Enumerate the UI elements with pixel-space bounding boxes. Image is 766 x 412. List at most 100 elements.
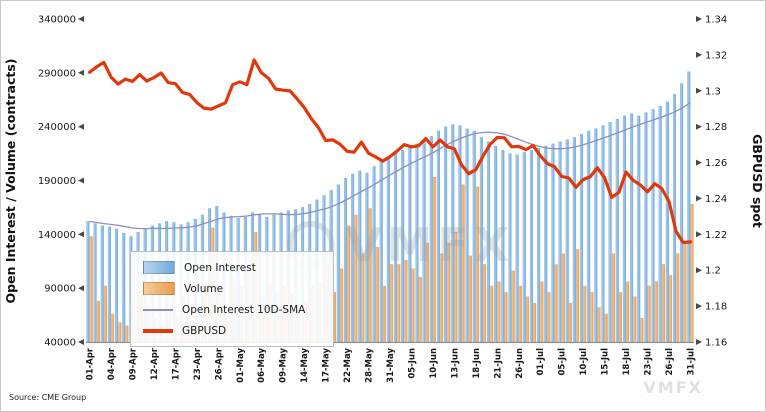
legend-item-label: Volume [184,282,224,295]
x-tick-label: 31-May [386,348,396,383]
volume-bar [89,236,93,343]
x-tick-label: 23-Apr [193,347,203,380]
open-interest-bar [651,109,655,343]
y-right-tick-marker-icon [696,303,702,310]
volume-bar [382,285,386,343]
x-tick-label: 06-May [257,348,267,383]
y-left-tick-label: 240000 [38,122,76,133]
legend: Open Interest Volume Open Interest 10D-SMA… [130,251,334,347]
y-left-tick-label: 140000 [38,230,76,241]
open-interest-bar [687,71,691,343]
open-interest-bar [594,128,598,343]
volume-bar [490,285,494,343]
volume-bar [397,264,401,343]
legend-item-label: Open Interest 10D-SMA [182,303,306,316]
open-interest-bar [630,113,634,343]
volume-bar [633,296,637,343]
open_interest-swatch-icon [143,261,175,274]
open-interest-bar [537,147,541,343]
x-tick-label: 22-May [343,348,353,383]
y-left-tick-label: 290000 [38,68,76,79]
volume-bar [504,292,508,343]
y-right-tick-marker-icon [696,87,702,94]
x-tick-label: 01-May [236,348,246,383]
source-note: Source: CME Group [9,393,86,402]
x-tick-label: 14-May [300,348,310,383]
y-left-tick-marker-icon [78,16,84,22]
x-tick-label: 26-Jul [665,348,675,376]
x-tick-label: 01-Apr [86,347,96,380]
y-left-tick-label: 40000 [44,338,76,349]
x-tick-label: 23-Jul [644,348,654,376]
y-right-tick-label: 1.32 [705,50,727,61]
y-left-tick-marker-icon [78,69,84,76]
volume-bar [640,318,644,343]
open-interest-bar [579,133,584,343]
sma_line-swatch-icon [143,308,173,311]
volume-bar [604,313,608,343]
legend-item: Open Interest [143,260,321,275]
x-tick-label: 09-May [279,348,289,383]
volume-bar [118,322,122,343]
x-tick-label: 26-Apr [214,347,224,380]
open-interest-bar [100,225,104,343]
volume-swatch-icon [143,282,175,295]
volume-bar [418,277,422,343]
gbpusd_line-swatch-icon [143,328,173,333]
x-tick-label: 17-May [322,348,332,383]
volume-bar [683,242,687,343]
open-interest-bar [122,233,126,343]
volume-bar [483,264,487,343]
open-interest-bar [572,137,576,343]
volume-bar [526,296,530,343]
y-left-tick-marker-icon [78,231,84,238]
volume-bar [669,275,673,343]
y-right-tick-label: 1.18 [705,302,727,313]
open-interest-bar [522,152,526,343]
legend-item: GBPUSD [143,323,321,338]
open-interest-bar [615,118,619,343]
volume-bar [690,203,694,343]
y-right-tick-marker-icon [696,267,702,274]
open-interest-bar [115,228,119,343]
volume-bar [590,292,594,343]
y-right-tick-label: 1.16 [705,338,727,349]
legend-item-label: GBPUSD [182,324,227,337]
x-tick-label: 01-Jul [536,348,546,376]
x-tick-label: 10-Jul [579,348,589,376]
y-right-tick-marker-icon [696,51,702,58]
legend-item: Volume [143,281,321,296]
volume-bar [111,313,115,343]
y-right-tick-label: 1.34 [705,15,727,26]
volume-bar [404,259,408,343]
x-tick-label: 15-Jul [601,348,611,376]
x-tick-label: 26-Jun [515,348,525,379]
x-tick-label: 13-Jun [450,348,460,379]
volume-bar [618,292,623,343]
open-interest-bar [644,112,648,343]
x-tick-label: 09-Apr [129,347,139,380]
volume-bar [497,281,501,343]
open-interest-bar [529,150,533,343]
open-interest-bar [515,154,519,343]
y-right-tick-marker-icon [696,16,702,22]
y-right-tick-marker-icon [696,159,702,166]
y-right-tick-label: 1.2 [705,266,721,277]
x-tick-label: 18-Jun [472,348,482,379]
y-left-tick-label: 340000 [38,15,76,26]
y-right-tick-marker-icon [696,123,702,130]
volume-bar [547,292,551,343]
legend-item-label: Open Interest [184,261,256,274]
gbpusd-line [87,58,693,245]
open-interest-bar [544,145,548,343]
volume-bar [518,285,522,343]
x-tick-label: 31-Jul [686,348,696,376]
volume-bar [597,307,601,343]
volume-bar [626,281,630,343]
volume-bar [654,281,658,343]
y-right-tick-label: 1.26 [705,158,727,169]
open-interest-bar [93,223,97,343]
y-left-tick-marker-icon [78,285,84,292]
